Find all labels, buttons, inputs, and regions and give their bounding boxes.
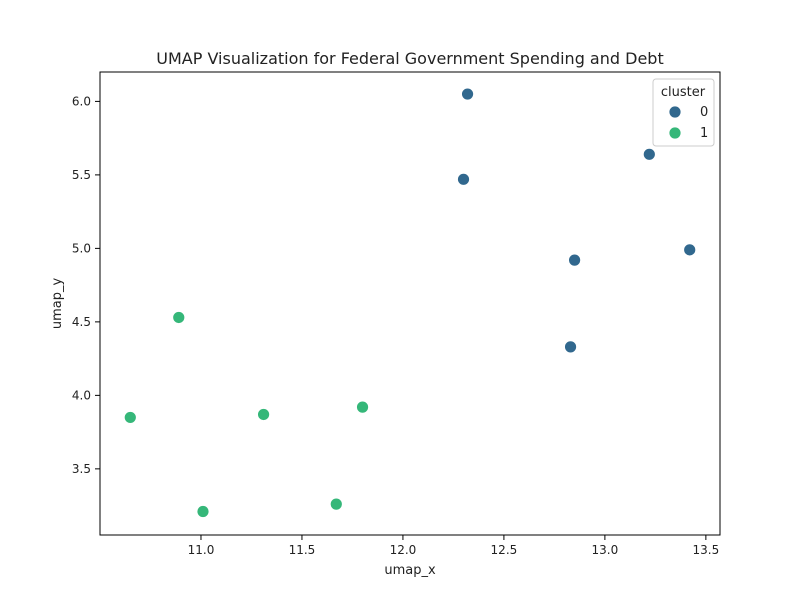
y-tick-label: 6.0 xyxy=(72,94,91,108)
data-point-cluster-1 xyxy=(196,505,210,518)
data-point-cluster-0 xyxy=(564,340,577,354)
x-tick-label: 12.5 xyxy=(491,543,518,557)
data-point-cluster-0 xyxy=(642,147,656,161)
x-tick-label: 13.0 xyxy=(592,543,619,557)
y-tick-label: 4.0 xyxy=(72,388,91,402)
legend-box xyxy=(652,78,715,147)
x-axis-label: umap_x xyxy=(384,563,436,578)
x-tick-label: 12.0 xyxy=(390,543,417,557)
y-axis-ticks: 3.5 4.0 4.5 5.0 5.5 6.0 xyxy=(72,94,100,476)
y-tick-label: 3.5 xyxy=(72,462,91,476)
data-point-cluster-0 xyxy=(457,172,470,186)
legend: cluster 0 1 xyxy=(652,78,715,147)
data-points xyxy=(123,87,697,518)
data-point-cluster-0 xyxy=(683,243,697,257)
y-tick-label: 5.0 xyxy=(72,241,91,255)
legend-marker-cluster-1 xyxy=(668,126,682,140)
x-axis-ticks: 11.0 11.5 12.0 12.5 13.0 13.5 xyxy=(188,535,720,557)
data-point-cluster-1 xyxy=(123,411,137,424)
y-axis-label: umap_y xyxy=(50,278,65,330)
data-point-cluster-0 xyxy=(461,87,474,101)
x-tick-label: 13.5 xyxy=(693,543,720,557)
legend-title: cluster xyxy=(661,85,706,100)
data-point-cluster-1 xyxy=(172,311,186,324)
y-tick-label: 4.5 xyxy=(72,315,91,329)
y-tick-label: 5.5 xyxy=(72,168,91,182)
data-point-cluster-1 xyxy=(356,400,369,414)
legend-label-cluster-0: 0 xyxy=(700,105,708,120)
data-point-cluster-1 xyxy=(257,408,270,421)
data-point-cluster-1 xyxy=(329,497,343,511)
plot-area xyxy=(99,71,721,536)
legend-label-cluster-1: 1 xyxy=(700,126,708,141)
chart-title: UMAP Visualization for Federal Governmen… xyxy=(156,49,663,68)
x-tick-label: 11.5 xyxy=(289,543,316,557)
data-point-cluster-0 xyxy=(568,253,581,267)
legend-marker-cluster-0 xyxy=(668,105,682,119)
x-tick-label: 11.0 xyxy=(188,543,215,557)
